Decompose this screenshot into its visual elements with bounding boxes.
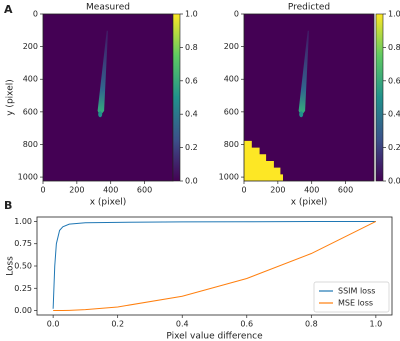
y-tick-label: 200 bbox=[23, 42, 38, 51]
y-tick-label: 800 bbox=[23, 140, 38, 149]
x-tick-label: 0.4 bbox=[176, 320, 189, 329]
image bbox=[43, 14, 173, 181]
colorbar-tick-label: 0.6 bbox=[185, 76, 198, 85]
x-tick-label: 600 bbox=[338, 186, 353, 195]
y-tick-label: 0.75 bbox=[14, 239, 32, 248]
image-feature bbox=[98, 111, 103, 118]
axes-title: Measured bbox=[86, 3, 130, 13]
image-feature bbox=[298, 30, 309, 116]
colorbar-tick-label: 0.8 bbox=[388, 43, 400, 52]
y-tick-label: 600 bbox=[23, 107, 38, 116]
image-feature bbox=[244, 140, 283, 181]
legend-label: MSE loss bbox=[338, 299, 373, 308]
x-tick-label: 200 bbox=[69, 186, 84, 195]
colorbar-tick-label: 0.6 bbox=[388, 76, 400, 85]
panel-label: A bbox=[4, 3, 13, 16]
colorbar-tick-label: 0.0 bbox=[185, 177, 198, 186]
image-feature bbox=[97, 30, 108, 116]
image-feature bbox=[299, 111, 304, 118]
legend-label: SSIM loss bbox=[338, 287, 375, 296]
panel-label: B bbox=[4, 199, 12, 212]
x-tick-label: 0.0 bbox=[47, 320, 60, 329]
x-axis-label: Pixel value difference bbox=[166, 332, 263, 341]
colorbar-tick-label: 0.8 bbox=[185, 43, 198, 52]
y-axis-label: Loss bbox=[6, 256, 16, 276]
y-tick-label: 0.50 bbox=[14, 262, 32, 271]
x-tick-label: 0.2 bbox=[111, 320, 124, 329]
y-tick-label: 0 bbox=[33, 10, 38, 19]
colorbar-tick-label: 0.0 bbox=[388, 177, 400, 186]
y-tick-label: 0 bbox=[234, 10, 239, 19]
axes-frame bbox=[243, 13, 375, 182]
axes-title: Predicted bbox=[288, 3, 330, 13]
colorbar-tick-label: 0.4 bbox=[388, 110, 400, 119]
colorbar-tick-label: 1.0 bbox=[185, 10, 198, 19]
image bbox=[244, 14, 374, 181]
colorbar-tick-label: 0.2 bbox=[388, 143, 400, 152]
legend bbox=[313, 281, 390, 313]
x-tick-label: 0.8 bbox=[305, 320, 318, 329]
x-tick-label: 0 bbox=[241, 186, 246, 195]
y-tick-label: 1.00 bbox=[14, 217, 32, 226]
y-tick-label: 800 bbox=[224, 140, 239, 149]
x-tick-label: 400 bbox=[304, 186, 319, 195]
x-tick-label: 0 bbox=[40, 186, 45, 195]
colorbar bbox=[172, 13, 181, 182]
line bbox=[52, 220, 376, 309]
y-tick-label: 1000 bbox=[219, 173, 239, 182]
y-tick-label: 200 bbox=[224, 42, 239, 51]
y-tick-label: 0.00 bbox=[14, 306, 32, 315]
y-tick-label: 400 bbox=[224, 75, 239, 84]
y-tick-label: 1000 bbox=[18, 173, 38, 182]
x-tick-label: 400 bbox=[103, 186, 118, 195]
x-tick-label: 200 bbox=[270, 186, 285, 195]
line bbox=[53, 221, 377, 312]
x-axis-label: x (pixel) bbox=[90, 198, 127, 208]
x-tick-label: 1.0 bbox=[369, 320, 382, 329]
x-axis-label: x (pixel) bbox=[291, 198, 328, 208]
y-axis-label: y (pixel) bbox=[6, 79, 16, 116]
colorbar bbox=[375, 13, 384, 182]
y-tick-label: 600 bbox=[224, 107, 239, 116]
x-tick-label: 600 bbox=[137, 186, 152, 195]
y-tick-label: 400 bbox=[23, 75, 38, 84]
y-tick-label: 0.25 bbox=[14, 284, 32, 293]
colorbar-tick-label: 0.2 bbox=[185, 143, 198, 152]
colorbar-tick-label: 0.4 bbox=[185, 110, 198, 119]
x-tick-label: 0.6 bbox=[240, 320, 253, 329]
colorbar-tick-label: 1.0 bbox=[388, 10, 400, 19]
